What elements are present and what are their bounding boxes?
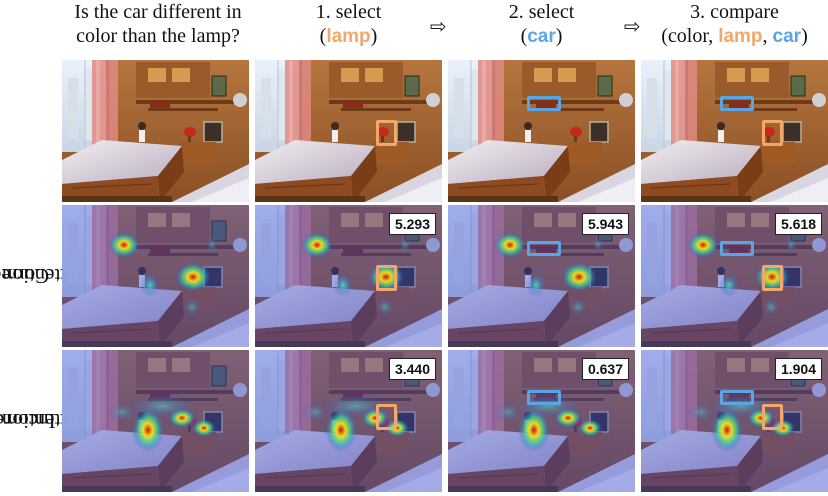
arrow-icon: ⇨ xyxy=(430,14,447,38)
row-label-incorrect: IncorrectAttention xyxy=(0,409,82,433)
header-step2: 2. select (car) xyxy=(448,0,635,58)
original-image-col-0 xyxy=(62,60,249,202)
correct-image-col-2: 5.943 xyxy=(448,205,635,347)
attention-score: 1.904 xyxy=(774,358,822,380)
original-image-col-2 xyxy=(448,60,635,202)
car-bounding-box xyxy=(527,390,561,405)
step2-title: 2. select xyxy=(508,1,575,23)
incorrect-image-col-0 xyxy=(62,350,249,492)
original-image-col-3 xyxy=(641,60,828,202)
row-label-correct: CorrectAttention xyxy=(0,264,82,288)
step3-title: 3. compare xyxy=(690,1,779,23)
attention-score: 0.637 xyxy=(581,358,629,380)
header-step1: 1. select (lamp) xyxy=(255,0,442,58)
lamp-bounding-box xyxy=(376,120,397,146)
step2-object: (car) xyxy=(520,25,563,47)
lamp-bounding-box xyxy=(762,120,783,146)
lamp-bounding-box xyxy=(376,404,397,430)
car-bounding-box xyxy=(527,241,561,256)
car-bounding-box xyxy=(527,96,561,111)
step3-object: (color, lamp, car) xyxy=(661,25,808,47)
header-step3: 3. compare (color, lamp, car) xyxy=(641,0,828,58)
question-line-2: color than the lamp? xyxy=(76,25,240,47)
attention-score: 5.293 xyxy=(388,213,436,235)
arrow-icon: ⇨ xyxy=(624,14,641,38)
incorrect-image-col-1: 3.440 xyxy=(255,350,442,492)
original-image-col-1 xyxy=(255,60,442,202)
attention-score: 3.440 xyxy=(388,358,436,380)
car-bounding-box xyxy=(720,390,754,405)
correct-image-col-3: 5.618 xyxy=(641,205,828,347)
lamp-bounding-box xyxy=(762,404,783,430)
car-bounding-box xyxy=(720,241,754,256)
question-line-1: Is the car different in xyxy=(74,1,242,23)
lamp-bounding-box xyxy=(376,265,397,291)
incorrect-image-col-3: 1.904 xyxy=(641,350,828,492)
correct-image-col-0 xyxy=(62,205,249,347)
correct-image-col-1: 5.293 xyxy=(255,205,442,347)
attention-score: 5.943 xyxy=(581,213,629,235)
attention-score: 5.618 xyxy=(774,213,822,235)
car-bounding-box xyxy=(720,96,754,111)
header-question: Is the car different in color than the l… xyxy=(58,0,258,58)
step1-object: (lamp) xyxy=(319,25,378,47)
step1-title: 1. select xyxy=(315,1,382,23)
incorrect-image-col-2: 0.637 xyxy=(448,350,635,492)
lamp-bounding-box xyxy=(762,265,783,291)
